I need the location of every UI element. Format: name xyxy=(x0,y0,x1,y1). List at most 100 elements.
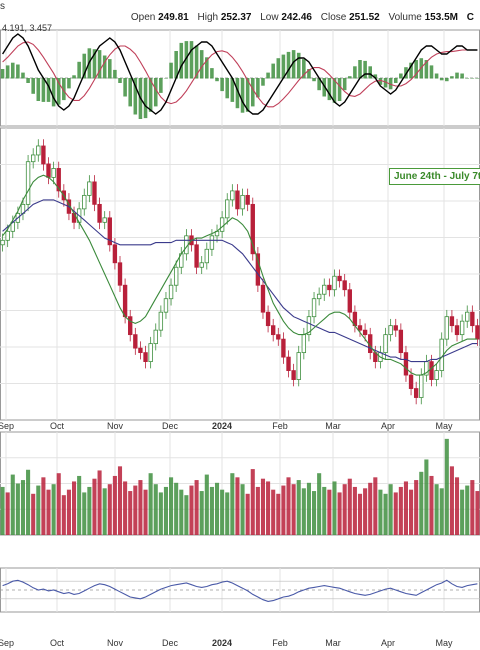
volume-bar xyxy=(388,484,393,535)
volume-bar xyxy=(429,475,434,535)
header-bar: s Open 249.81 High 252.37 Low 242.46 Clo… xyxy=(0,0,480,33)
candle-body xyxy=(51,168,56,178)
volume-bar xyxy=(368,482,373,535)
macd-histogram-bar xyxy=(92,49,97,79)
volume-value: 153.5M xyxy=(424,12,458,23)
candle-body xyxy=(122,284,128,318)
candle-body xyxy=(87,181,92,196)
volume-bar xyxy=(439,488,444,535)
open-label: Open xyxy=(130,12,156,23)
candle-body xyxy=(398,329,404,354)
x-tick-label-bottom: Dec xyxy=(162,638,179,648)
candle-body xyxy=(107,217,112,246)
candle-body xyxy=(194,244,199,268)
candle-body xyxy=(31,154,36,163)
volume-bar xyxy=(475,491,480,535)
volume-bar xyxy=(322,486,327,535)
macd-histogram-bar xyxy=(465,78,470,79)
macd-histogram-bar xyxy=(159,78,163,93)
macd-histogram-bar xyxy=(460,73,464,79)
volume-bar xyxy=(158,492,163,535)
macd-histogram-bar xyxy=(445,78,449,82)
candle-body xyxy=(230,190,235,201)
volume-bar xyxy=(36,485,41,535)
ohlc-readout: Open 249.81 High 252.37 Low 242.46 Close… xyxy=(131,12,480,23)
candle-body xyxy=(219,217,225,232)
macd-histogram-bar xyxy=(46,78,51,102)
volume-bar xyxy=(347,478,352,535)
macd-histogram-bar xyxy=(97,50,102,79)
macd-histogram-bar xyxy=(21,72,25,79)
macd-histogram-bar xyxy=(143,78,148,119)
candle-body xyxy=(133,334,138,349)
volume-bar xyxy=(66,489,71,535)
macd-line xyxy=(2,33,478,115)
volume-bar xyxy=(123,481,128,535)
volume-bar xyxy=(153,484,158,535)
volume-bar xyxy=(342,484,347,535)
volume-bar xyxy=(378,489,383,535)
volume-bar xyxy=(414,480,419,535)
volume-bar xyxy=(128,491,133,535)
candle-body xyxy=(449,316,455,327)
macd-histogram-bar xyxy=(261,78,265,86)
volume-bar xyxy=(138,480,143,535)
x-tick-label: Sep xyxy=(0,421,14,431)
macd-histogram-bar xyxy=(36,78,41,101)
macd-histogram-bar xyxy=(475,78,480,79)
volume-bar xyxy=(317,473,322,535)
candle-body xyxy=(128,316,133,336)
close-value: 251.52 xyxy=(349,12,380,23)
macd-histogram-bar xyxy=(307,69,311,79)
candle-body xyxy=(475,325,480,340)
macd-histogram-bar xyxy=(368,66,372,79)
macd-histogram-bar xyxy=(276,58,281,79)
rsi-line xyxy=(2,579,478,602)
candle-body xyxy=(413,388,419,398)
high-value: 252.37 xyxy=(220,12,252,23)
volume-bar xyxy=(449,466,454,535)
volume-bar xyxy=(383,493,388,535)
macd-histogram-bar xyxy=(199,50,204,79)
candle-body xyxy=(163,298,169,313)
candle-body xyxy=(240,194,245,210)
candle-body xyxy=(265,311,271,327)
x-tick-label-bottom: May xyxy=(435,638,453,648)
macd-histogram-bar xyxy=(133,78,138,115)
candle-body xyxy=(444,316,449,340)
macd-histogram-bar xyxy=(378,78,383,85)
macd-histogram-bar xyxy=(128,78,132,107)
volume-bar xyxy=(204,474,209,535)
volume-bar xyxy=(250,469,255,535)
volume-bar xyxy=(179,489,184,535)
x-tick-label: 2024 xyxy=(212,421,232,431)
macd-histogram-bar xyxy=(113,69,117,79)
macd-histogram-bar xyxy=(470,78,475,79)
candle-body xyxy=(255,253,261,286)
macd-histogram-bar xyxy=(353,66,357,79)
macd-histogram-bar xyxy=(205,57,209,79)
volume-bar xyxy=(41,477,46,535)
candle-body xyxy=(82,194,87,210)
candle-body xyxy=(281,338,286,358)
candle-body xyxy=(459,320,465,336)
volume-bar xyxy=(163,486,168,535)
volume-bar xyxy=(327,489,332,535)
volume-bar xyxy=(209,486,214,535)
macd-histogram-bar xyxy=(342,78,347,91)
candle-body xyxy=(403,352,409,376)
volume-bar xyxy=(393,492,398,535)
x-tick-label: Nov xyxy=(107,421,124,431)
volume-bar xyxy=(301,488,306,535)
volume-bar xyxy=(117,466,123,535)
candle-body xyxy=(465,311,470,322)
candle-body xyxy=(199,262,204,268)
volume-bar xyxy=(296,480,301,535)
macd-histogram-bar xyxy=(26,78,30,83)
x-tick-label: Feb xyxy=(272,421,288,431)
volume-bar xyxy=(184,495,189,535)
candle-body xyxy=(56,168,61,192)
candle-body xyxy=(271,325,276,336)
macd-histogram-bar xyxy=(363,60,367,79)
volume-bar xyxy=(352,486,357,535)
